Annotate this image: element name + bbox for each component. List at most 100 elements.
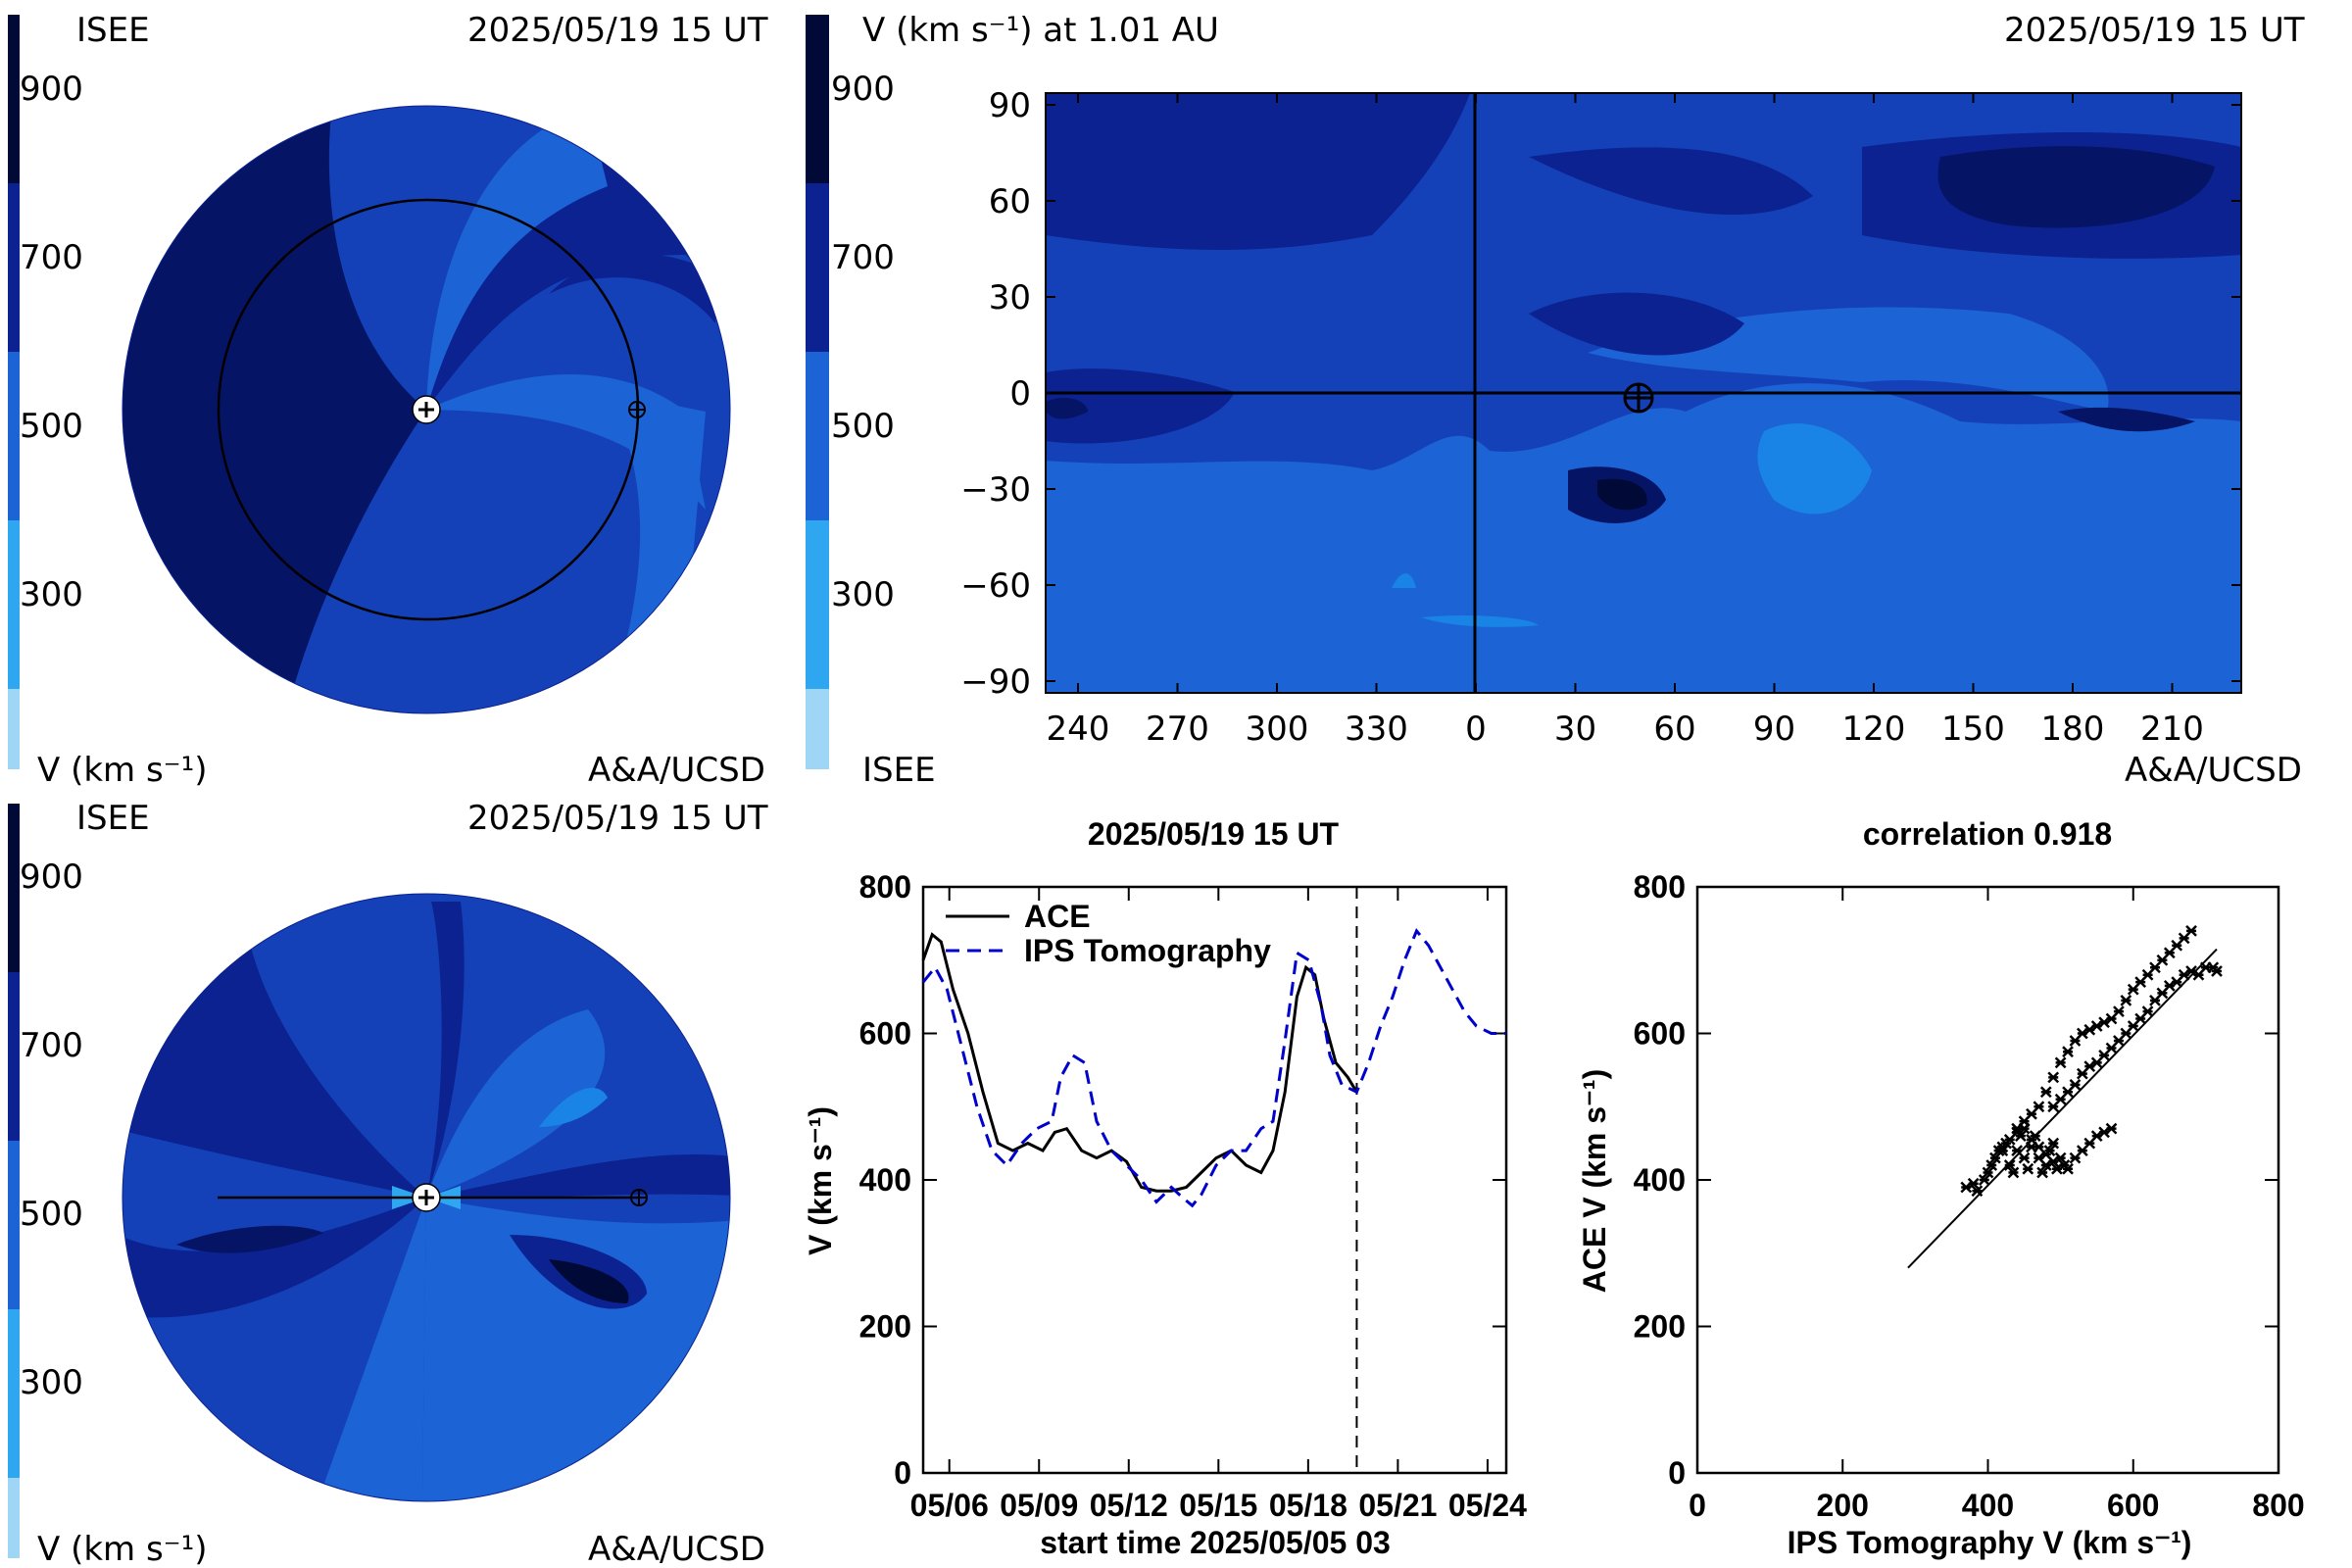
scatter-ticks: 800 600 400 200 00 200 400 600 800 — [1634, 869, 2305, 1523]
synoptic-ytick-label: 90 — [989, 86, 1031, 125]
synoptic-xtick-label: 240 — [1047, 710, 1110, 749]
timeseries-ytick-label: 800 — [859, 869, 911, 905]
synoptic-tick-300: 300 — [831, 575, 895, 614]
timeseries-xtick-label: 05/24 — [1448, 1488, 1527, 1523]
scatter-ytick-label: 800 — [1634, 869, 1686, 905]
scatter-point — [2211, 965, 2223, 977]
scatter-point — [2047, 1155, 2060, 1168]
meridional-tick-300: 300 — [20, 1363, 83, 1402]
meridional-credit: A&A/UCSD — [588, 1530, 765, 1568]
earth-marker-icon — [630, 1189, 648, 1206]
timeseries-xtick-label: 05/18 — [1269, 1488, 1348, 1523]
timeseries-legend: ACE IPS Tomography — [946, 899, 1271, 968]
synoptic-xtick-label: 120 — [1842, 710, 1906, 749]
synoptic-tick-700: 700 — [831, 238, 895, 277]
synoptic-panel: V (km s⁻¹) at 1.01 AU 2025/05/19 15 UT 9… — [806, 11, 2305, 790]
scatter-xtick-label: 200 — [1817, 1488, 1869, 1523]
scatter-panel: correlation 0.918 800 600 400 200 00 200 400 60… — [1577, 816, 2305, 1560]
scatter-point — [2054, 1056, 2067, 1069]
meridional-tick-700: 700 — [20, 1026, 83, 1065]
timeseries-xtick-label: 05/15 — [1179, 1488, 1257, 1523]
synoptic-credit: A&A/UCSD — [2125, 751, 2302, 790]
scatter-point — [1982, 1166, 1994, 1179]
ecliptic-colorbar — [8, 15, 20, 769]
ecliptic-credit: A&A/UCSD — [588, 751, 765, 790]
synoptic-xtick-label: 150 — [1941, 710, 2005, 749]
timeseries-xtick-label: 05/12 — [1090, 1488, 1168, 1523]
timeseries-ticks: 800 600 400 200 005/06 05/09 05/12 05/15 05/18 05… — [859, 869, 1528, 1523]
scatter-point — [2141, 1005, 2154, 1017]
timeseries-ytick-label: 600 — [859, 1016, 911, 1052]
scatter-xtick-label: 400 — [1962, 1488, 2014, 1523]
meridional-date: 2025/05/19 15 UT — [467, 799, 768, 838]
scatter-xtick-label: 800 — [2252, 1488, 2304, 1523]
timeseries-ytick-label: 200 — [859, 1309, 911, 1345]
meridional-tick-500: 500 — [20, 1195, 83, 1234]
scatter-point — [2018, 1152, 2031, 1164]
earth-marker-icon — [1623, 382, 1654, 414]
synoptic-xtick-label: 210 — [2140, 710, 2204, 749]
synoptic-left-label: ISEE — [862, 751, 936, 790]
timeseries-ylabel: V (km s⁻¹) — [803, 1106, 838, 1255]
scatter-point — [2113, 1005, 2125, 1017]
synoptic-xtick-label: 90 — [1753, 710, 1795, 749]
meridional-left-label: ISEE — [76, 799, 150, 838]
meridional-panel: ISEE 2025/05/19 15 UT 900 700 500 300 V … — [8, 799, 768, 1568]
scatter-point — [2036, 1166, 2048, 1179]
scatter-points — [1907, 924, 2223, 1269]
scatter-point — [1985, 1159, 1998, 1171]
scatter-ytick-label: 600 — [1634, 1016, 1686, 1052]
timeseries-ytick-label: 400 — [859, 1162, 911, 1198]
scatter-ytick-label: 400 — [1634, 1162, 1686, 1198]
timeseries-xtick-label: 05/06 — [910, 1488, 989, 1523]
scatter-ytick-label: 200 — [1634, 1309, 1686, 1345]
ecliptic-left-label: ISEE — [76, 11, 150, 50]
ips-tomography-line — [921, 927, 1506, 1208]
scatter-point — [2047, 1137, 2060, 1150]
synoptic-ytick-label: 0 — [1009, 374, 1031, 414]
timeseries-frame — [921, 885, 1508, 1475]
scatter-point — [2022, 1162, 2034, 1175]
scatter-point — [2105, 1122, 2118, 1135]
scatter-point — [1978, 1174, 1990, 1186]
synoptic-tick-900: 900 — [831, 70, 895, 109]
synoptic-colorbar — [806, 15, 829, 769]
scatter-point — [2120, 994, 2132, 1006]
synoptic-date: 2025/05/19 15 UT — [2004, 11, 2305, 50]
sun-marker-icon — [412, 1183, 441, 1212]
ecliptic-date: 2025/05/19 15 UT — [467, 11, 768, 50]
timeseries-xtick-label: 05/09 — [1000, 1488, 1078, 1523]
scatter-point — [2058, 1159, 2071, 1171]
synoptic-xtick-label: 30 — [1554, 710, 1596, 749]
scatter-ytick-label: 0 — [1668, 1455, 1686, 1491]
sun-marker-icon — [412, 395, 441, 424]
legend-ace-label: ACE — [1024, 899, 1091, 934]
synoptic-title: V (km s⁻¹) at 1.01 AU — [862, 11, 1219, 50]
timeseries-xlabel: start time 2025/05/05 03 — [1040, 1525, 1391, 1560]
ecliptic-boundary — [122, 105, 731, 714]
synoptic-ytick-label: −30 — [960, 470, 1031, 510]
synoptic-ytick-label: −60 — [960, 566, 1031, 606]
scatter-point — [2033, 1101, 2045, 1113]
scatter-point — [2047, 1071, 2060, 1084]
scatter-point — [2007, 1166, 2020, 1179]
meridional-units: V (km s⁻¹) — [37, 1530, 208, 1568]
synoptic-xtick-label: 0 — [1465, 710, 1487, 749]
synoptic-xtick-label: 300 — [1246, 710, 1309, 749]
scatter-point — [1996, 1145, 2009, 1156]
meridional-tick-900: 900 — [20, 858, 83, 897]
scatter-point — [2185, 924, 2197, 937]
scatter-point — [2039, 1086, 2052, 1099]
scatter-point — [2069, 1078, 2082, 1091]
scatter-title: correlation 0.918 — [1863, 816, 2112, 852]
scatter-xlabel: IPS Tomography V (km s⁻¹) — [1788, 1525, 2192, 1560]
legend-ips-label: IPS Tomography — [1024, 933, 1271, 968]
ecliptic-units: V (km s⁻¹) — [37, 751, 208, 790]
scatter-xtick-label: 600 — [2107, 1488, 2159, 1523]
earth-marker-icon — [628, 401, 646, 418]
scatter-point — [1971, 1185, 1984, 1198]
ecliptic-tick-500: 500 — [20, 407, 83, 446]
meridional-boundary — [122, 893, 731, 1502]
timeseries-panel: 2025/05/19 15 UT 800 600 400 200 005/06 05/09… — [803, 816, 1527, 1560]
